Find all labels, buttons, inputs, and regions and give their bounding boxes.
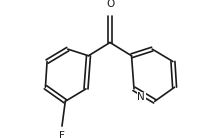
Text: F: F xyxy=(59,131,65,138)
Text: O: O xyxy=(106,0,114,9)
Text: N: N xyxy=(137,92,145,102)
